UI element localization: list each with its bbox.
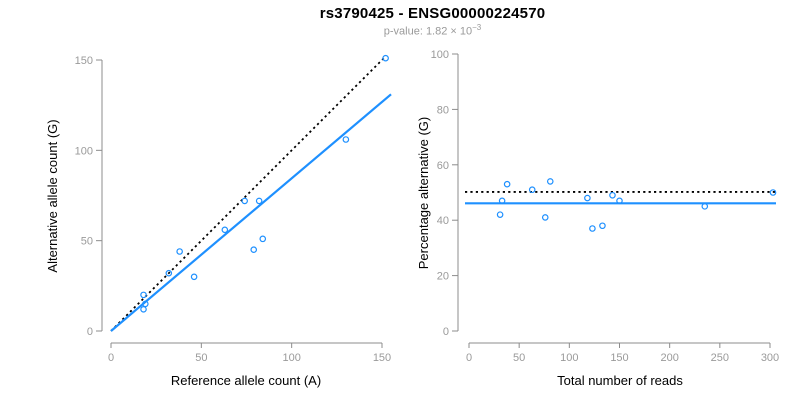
data-point (165, 269, 173, 277)
right-scatter-panel: 0 20 40 60 80 100 0 50 100 150 200 250 300 (431, 49, 780, 364)
page-title: rs3790425 - ENSG00000224570 (319, 5, 546, 22)
data-point (255, 197, 263, 205)
data-point (541, 214, 549, 221)
y-tick-label: 60 (437, 160, 449, 172)
x-tick-label: 0 (108, 352, 114, 364)
data-point (140, 306, 147, 313)
data-point (140, 291, 147, 299)
left-yaxis-title: Alternative allele count (G) (45, 119, 60, 272)
data-point (241, 197, 248, 205)
data-point (503, 180, 511, 188)
right-xaxis-title: Total number of reads (557, 373, 683, 388)
x-tick-label: 250 (711, 352, 729, 364)
data-point (382, 54, 389, 62)
data-point (589, 225, 596, 232)
left-scatter-panel: 0 50 100 150 0 50 100 150 (75, 54, 392, 364)
fit-line (110, 93, 392, 332)
data-point (498, 197, 506, 205)
p-value-subtitle: p-value: 1.82 × 10−3 (65, 23, 800, 38)
data-point (176, 248, 183, 255)
x-tick-label: 50 (513, 352, 525, 364)
y-tick-label: 0 (443, 326, 449, 338)
x-tick-label: 150 (610, 352, 628, 364)
y-tick-label: 0 (87, 326, 93, 338)
data-point (546, 178, 554, 185)
data-point (250, 246, 258, 253)
data-point (769, 189, 777, 196)
x-tick-label: 150 (373, 352, 391, 364)
data-point (609, 191, 616, 199)
left-xaxis-title: Reference allele count (A) (171, 373, 321, 388)
y-tick-label: 150 (75, 55, 93, 67)
data-point (496, 211, 504, 218)
y-tick-label: 100 (431, 49, 449, 61)
x-tick-label: 0 (466, 352, 472, 364)
x-tick-label: 50 (195, 352, 207, 364)
data-point (342, 136, 350, 143)
y-tick-label: 20 (437, 271, 449, 283)
p-value-exponent: −3 (472, 23, 482, 32)
x-tick-label: 300 (761, 352, 779, 364)
data-point (616, 197, 623, 205)
y-tick-label: 50 (81, 236, 93, 248)
data-point (142, 300, 149, 308)
data-point (584, 194, 591, 202)
y-tick-label: 80 (437, 104, 449, 116)
data-point (259, 235, 267, 243)
x-tick-label: 200 (660, 352, 678, 364)
x-tick-label: 100 (560, 352, 578, 364)
p-value-text: p-value: 1.82 × 10 (383, 25, 473, 38)
x-tick-label: 100 (282, 352, 300, 364)
data-point (701, 203, 709, 210)
data-point (221, 226, 229, 234)
y-tick-label: 100 (75, 145, 93, 157)
identity-line (110, 55, 387, 332)
right-yaxis-title: Percentage alternative (G) (416, 117, 431, 269)
data-point (528, 186, 536, 194)
data-point (190, 273, 198, 281)
y-tick-label: 40 (437, 215, 449, 227)
data-point (599, 222, 606, 230)
